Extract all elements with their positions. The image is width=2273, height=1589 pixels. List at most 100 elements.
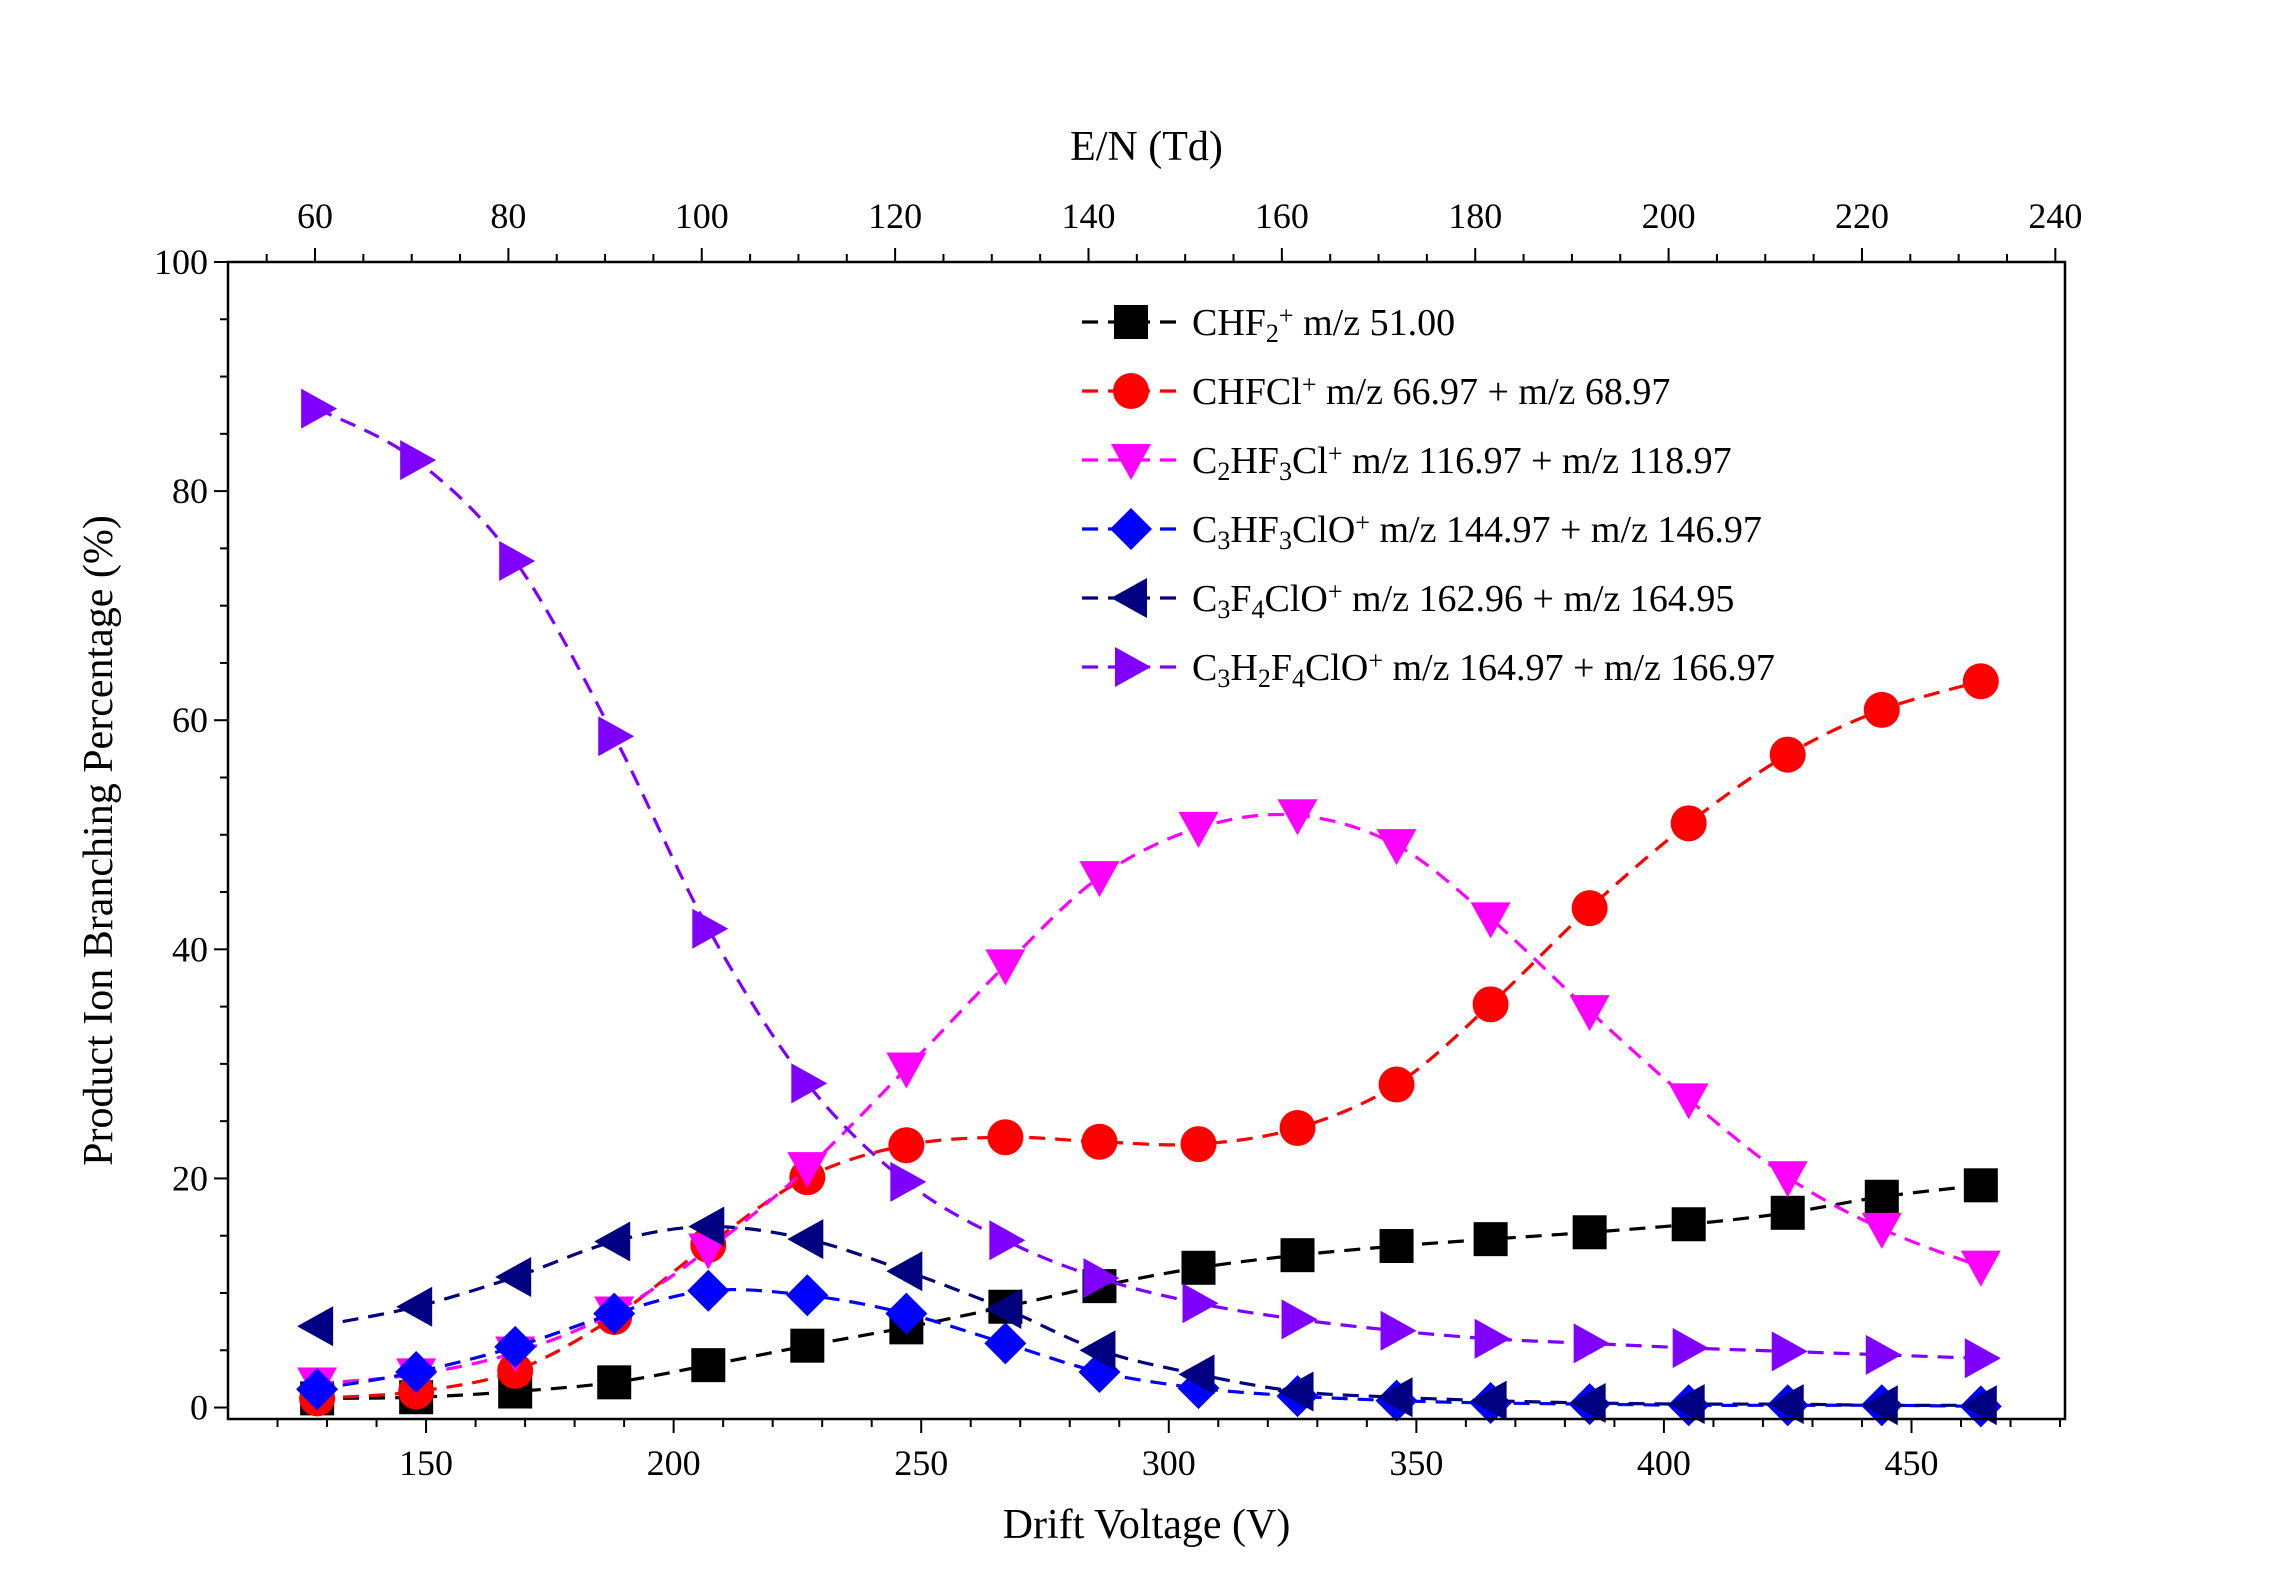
data-point [692, 908, 729, 949]
data-point [790, 1328, 825, 1363]
data-point [1079, 861, 1120, 898]
data-point [688, 1206, 725, 1247]
data-point [1569, 1382, 1606, 1423]
data-point [301, 388, 338, 429]
data-point [1474, 1318, 1511, 1359]
data-point [791, 1063, 828, 1104]
legend-entry: C3H2F4ClO+ m/z 164.97 + m/z 166.97 [1082, 646, 1775, 693]
data-point [495, 1256, 532, 1297]
x2-tick-label: 60 [297, 196, 333, 236]
data-point [593, 1292, 636, 1335]
data-point [400, 440, 437, 481]
x2-tick-label: 120 [868, 196, 922, 236]
x2-tick-label: 240 [2028, 196, 2082, 236]
data-point [1279, 1110, 1316, 1147]
x-tick-label: 350 [1389, 1443, 1443, 1483]
data-point [1573, 1323, 1610, 1364]
data-point [598, 716, 635, 757]
x2-tick-label: 220 [1835, 196, 1889, 236]
data-point [1380, 1310, 1417, 1351]
series-line [316, 1288, 1981, 1408]
data-point [594, 1221, 631, 1262]
data-point [1770, 1195, 1805, 1230]
data-point [1376, 829, 1417, 866]
data-point [1861, 1385, 1898, 1426]
data-point [1769, 736, 1806, 773]
data-point [1180, 1126, 1217, 1163]
data-point [1863, 691, 1900, 728]
y-axis-title: Product Ion Branching Percentage (%) [76, 515, 122, 1166]
legend-marker [1111, 578, 1147, 618]
data-point [888, 1127, 925, 1164]
legend-marker [1110, 508, 1152, 550]
x2-tick-label: 200 [1642, 196, 1696, 236]
data-point [1181, 1250, 1216, 1285]
data-point [885, 1292, 928, 1335]
data-point [1083, 1258, 1120, 1299]
legend-entry: C3HF3ClO+ m/z 144.97 + m/z 146.97 [1082, 508, 1762, 555]
data-point [1079, 1330, 1116, 1371]
data-point [1472, 986, 1509, 1023]
data-point [687, 1269, 730, 1312]
legend-label: C3F4ClO+ m/z 162.96 + m/z 164.95 [1192, 577, 1734, 624]
data-point [985, 949, 1026, 986]
data-point [1473, 1222, 1508, 1257]
legend-marker [1114, 305, 1148, 339]
data-point [1962, 663, 1999, 700]
axis-ticks [214, 248, 2062, 1433]
data-point [1964, 1338, 2001, 1379]
data-point [494, 1325, 537, 1368]
data-point [1182, 1283, 1219, 1324]
data-point [989, 1220, 1026, 1261]
data-point [1668, 1083, 1709, 1120]
data-point [1672, 1327, 1709, 1368]
data-point [297, 1306, 334, 1347]
legend-label: CHF2+ m/z 51.00 [1192, 301, 1455, 348]
series-2 [299, 663, 1999, 1417]
data-point [985, 1289, 1022, 1330]
series-6 [301, 388, 2001, 1379]
data-point [1668, 1384, 1705, 1425]
data-point [987, 1119, 1024, 1156]
y-tick-label: 80 [172, 471, 208, 511]
legend-entry: CHFCl+ m/z 66.97 + m/z 68.97 [1082, 370, 1670, 413]
y-tick-label: 100 [154, 242, 208, 282]
legend-marker [1111, 444, 1151, 480]
legend-marker [1115, 647, 1151, 687]
series-5 [297, 1206, 1997, 1426]
data-point [1277, 1371, 1314, 1412]
x-tick-label: 450 [1885, 1443, 1939, 1483]
data-point [1767, 1161, 1808, 1198]
series-layer [296, 388, 2002, 1428]
y-tick-label: 20 [172, 1158, 208, 1198]
data-point [1571, 890, 1608, 927]
data-point [1767, 1384, 1804, 1425]
x-axis-title: Drift Voltage (V) [1003, 1502, 1291, 1548]
legend-entry: C2HF3Cl+ m/z 116.97 + m/z 118.97 [1082, 439, 1732, 486]
data-point [1865, 1334, 1902, 1375]
data-point [296, 1368, 339, 1411]
data-point [1569, 995, 1610, 1032]
x-tick-label: 400 [1637, 1443, 1691, 1483]
x2-tick-label: 80 [490, 196, 526, 236]
legend-label: C3HF3ClO+ m/z 144.97 + m/z 146.97 [1192, 508, 1762, 555]
data-point [787, 1152, 828, 1189]
data-point [1081, 1123, 1118, 1160]
x-tick-label: 250 [894, 1443, 948, 1483]
legend: CHF2+ m/z 51.00 CHFCl+ m/z 66.97 + m/z 68… [1082, 301, 1775, 693]
x2-tick-label: 140 [1061, 196, 1115, 236]
data-point [890, 1161, 927, 1202]
y-tick-label: 0 [190, 1388, 208, 1428]
data-point [1470, 902, 1511, 939]
x-tick-label: 300 [1142, 1443, 1196, 1483]
data-point [787, 1219, 824, 1260]
x-tick-label: 150 [399, 1443, 453, 1483]
data-point [1378, 1066, 1415, 1103]
x2-tick-label: 180 [1448, 196, 1502, 236]
x2-tick-label: 100 [675, 196, 729, 236]
legend-label: C2HF3Cl+ m/z 116.97 + m/z 118.97 [1192, 439, 1732, 486]
data-point [1671, 1207, 1706, 1242]
